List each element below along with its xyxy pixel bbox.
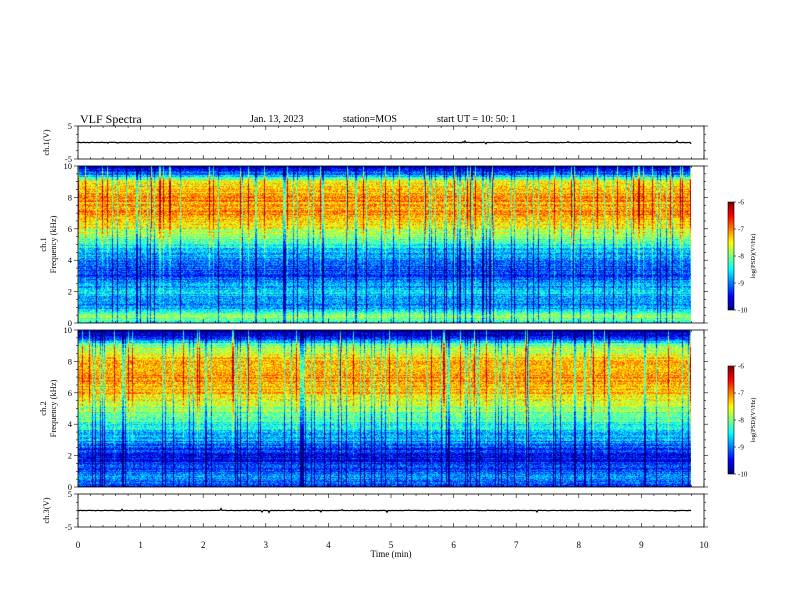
y-axis-label-channel: ch.1 [38, 237, 48, 251]
x-tick-label: 1 [138, 540, 143, 550]
y-axis-label: ch.3(V) [41, 497, 51, 523]
x-tick-label: 5 [389, 540, 394, 550]
y-tick-label: -5 [65, 522, 72, 532]
y-tick-label: 4 [68, 255, 73, 265]
x-tick-label: 0 [76, 540, 81, 550]
y-tick-label: 10 [64, 325, 73, 335]
x-tick-label: 7 [514, 540, 519, 550]
colorbar-tick-label: -10 [738, 471, 748, 479]
x-tick-label: 8 [577, 540, 582, 550]
colorbar-tick-label: -7 [738, 226, 744, 234]
chart-title: VLF Spectra [80, 112, 142, 126]
spectrogram-image-ch2 [78, 330, 691, 487]
x-tick-label: 3 [264, 540, 269, 550]
start-time-label: start UT = 10: 50: 1 [437, 114, 517, 125]
y-axis-label-frequency: Frequency (kHz) [48, 379, 58, 437]
colorbar-label: log(PSD)(V²/Hz) [750, 398, 757, 443]
y-tick-label: 10 [64, 161, 73, 171]
x-tick-label: 2 [201, 540, 206, 550]
date-label: Jan. 13, 2023 [250, 114, 304, 125]
x-tick-label: 4 [326, 540, 331, 550]
y-tick-label: 4 [68, 419, 73, 429]
y-tick-label: 8 [68, 192, 72, 202]
x-axis-label: Time (min) [371, 549, 412, 559]
y-axis-label: ch.1(V) [41, 129, 51, 155]
y-tick-label: 2 [68, 287, 72, 297]
y-tick-label: 5 [68, 489, 72, 499]
y-tick-label: 5 [68, 121, 72, 131]
station-label: station=MOS [343, 114, 397, 125]
colorbar-tick-label: -8 [738, 417, 744, 425]
y-axis-label-frequency: Frequency (kHz) [48, 215, 58, 273]
y-tick-label: 0 [68, 482, 72, 492]
y-tick-label: -5 [65, 154, 72, 164]
colorbar-tick-label: -8 [738, 253, 744, 261]
y-tick-label: 8 [68, 356, 72, 366]
y-tick-label: 6 [68, 388, 72, 398]
spectrogram-image-ch1 [78, 166, 691, 323]
x-tick-label: 6 [451, 540, 456, 550]
colorbar [728, 202, 734, 310]
colorbar-tick-label: -6 [738, 199, 744, 207]
colorbar-label: log(PSD)(V²/Hz) [750, 234, 757, 279]
colorbar-tick-label: -9 [738, 280, 744, 288]
colorbar-tick-label: -6 [738, 363, 744, 371]
colorbar-tick-label: -7 [738, 390, 744, 398]
waveform-trace-ch1 [77, 139, 692, 145]
y-axis-label-channel: ch.2 [38, 401, 48, 415]
x-tick-label: 9 [639, 540, 644, 550]
y-tick-label: 0 [68, 318, 72, 328]
y-tick-label: 2 [68, 451, 72, 461]
colorbar-tick-label: -10 [738, 307, 748, 315]
colorbar-tick-label: -9 [738, 444, 744, 452]
colorbar [728, 366, 734, 474]
y-tick-label: 6 [68, 224, 72, 234]
x-tick-label: 10 [700, 540, 710, 550]
waveform-trace-ch3 [77, 507, 692, 514]
